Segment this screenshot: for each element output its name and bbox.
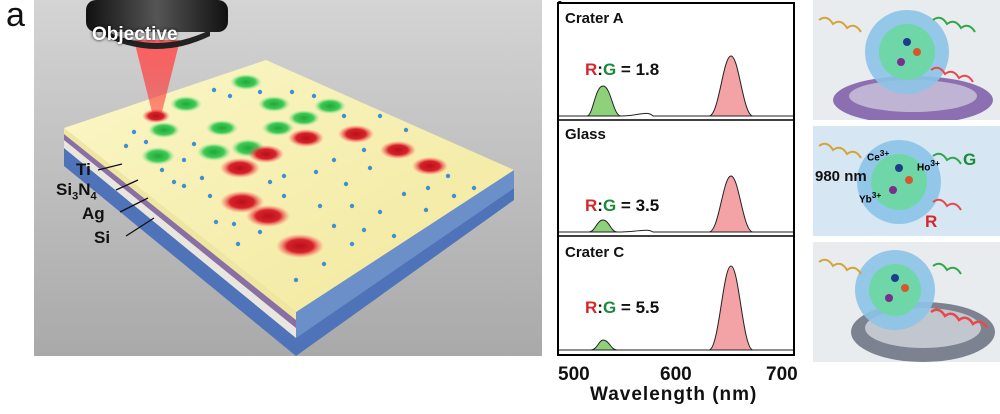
layer-leader-lines xyxy=(97,163,155,237)
layer-label-ti: Ti xyxy=(76,160,91,179)
spectrum-label-glass: Glass xyxy=(565,126,606,143)
schematic-glass: Ce3+ Ho3+ Yb3+ 980 nm G R xyxy=(813,126,1000,236)
excitation-wavelength-label: 980 nm xyxy=(815,168,867,185)
ratio-crater-a: R:G = 1.8 xyxy=(585,60,660,79)
schematic-crater-c xyxy=(813,242,1000,362)
objective-label: Objective xyxy=(92,24,178,45)
ratio-crater-c: R:G = 5.5 xyxy=(585,298,660,317)
schematic-crater-a xyxy=(813,0,1000,120)
spectrum-crater-c-red-peak xyxy=(708,265,754,351)
spectrum-glass-red-peak xyxy=(708,175,754,233)
spectrum-crater-a-green-peak xyxy=(586,85,622,117)
spectrum-label-crater-a: Crater A xyxy=(565,10,624,27)
ion-label-ho: Ho3+ xyxy=(917,158,940,174)
objective-lens xyxy=(86,0,228,32)
spectrum-glass-green-peak xyxy=(588,219,618,233)
green-emission-label: G xyxy=(963,150,977,169)
spectrum-crater-a-red-peak xyxy=(708,55,754,117)
layer-label-ag: Ag xyxy=(82,204,105,223)
x-tick-600: 600 xyxy=(660,364,692,385)
layer-label-si3n4: Si3N4 xyxy=(56,180,97,203)
nanoparticles xyxy=(123,87,477,283)
spectrum-label-crater-c: Crater C xyxy=(565,244,625,261)
ion-label-yb: Yb3+ xyxy=(859,190,882,206)
device-illustration xyxy=(34,0,542,356)
spectra-plot: Crater A R:G = 1.8 Glass R:G = 3.5 Crate… xyxy=(557,2,795,356)
green-emission-spots xyxy=(141,74,346,165)
panel-a-letter: a xyxy=(6,0,25,34)
x-axis-title: Wavelength (nm) xyxy=(590,384,758,405)
x-tick-700: 700 xyxy=(766,364,798,385)
red-emission-label: R xyxy=(925,212,938,231)
ion-label-ce: Ce3+ xyxy=(867,148,890,164)
top-surface xyxy=(64,60,514,312)
layer-label-si: Si xyxy=(94,228,111,247)
spectra-svg xyxy=(559,55,793,351)
laser-beam xyxy=(134,40,180,112)
ratio-glass: R:G = 3.5 xyxy=(585,196,660,215)
spectrum-crater-c-green-peak xyxy=(590,339,618,351)
x-tick-500: 500 xyxy=(558,364,590,385)
panel-a-device-illustration: Objective Ti Si3N4 Ag Si xyxy=(34,0,542,356)
red-emission-spots xyxy=(142,109,448,258)
